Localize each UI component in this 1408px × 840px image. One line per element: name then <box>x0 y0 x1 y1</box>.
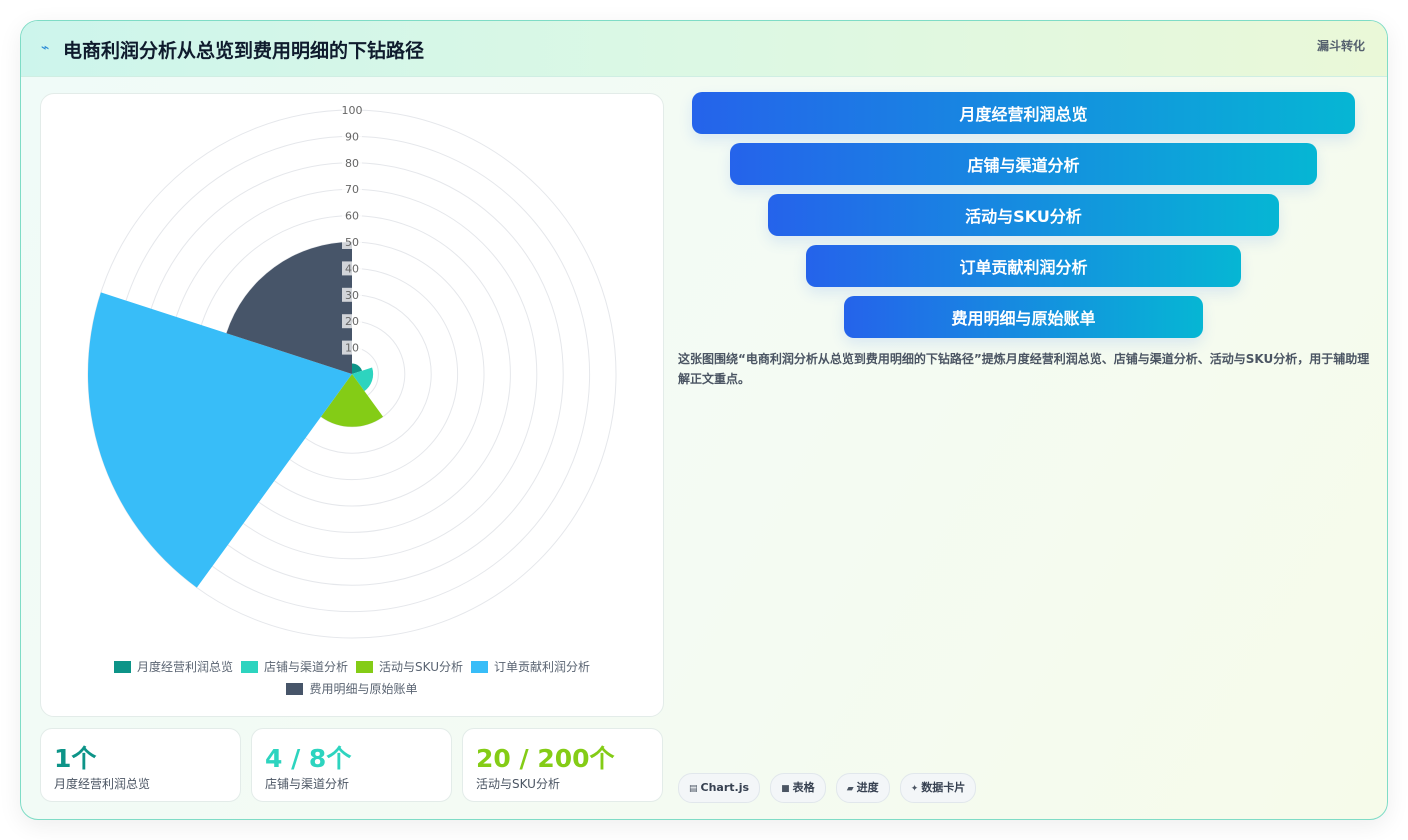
legend-swatch <box>356 661 374 673</box>
legend-label: 费用明细与原始账单 <box>309 682 418 696</box>
tick-label-bg <box>342 261 362 276</box>
stat-value: 20 / 200个 <box>476 744 615 773</box>
legend-item[interactable]: 店铺与渠道分析 <box>241 656 348 678</box>
chart-icon: ▤ <box>689 784 698 794</box>
feature-chips: ▤ Chart.js ■ 表格 ▰ 进度 ✦ 数据卡片 <box>678 773 981 803</box>
tick-label: 50 <box>345 236 359 249</box>
chip-table[interactable]: ■ 表格 <box>770 773 826 803</box>
legend-label: 订单贡献利润分析 <box>493 660 590 674</box>
legend-swatch <box>470 661 488 673</box>
tick-label: 10 <box>345 342 359 355</box>
tick-label-bg <box>342 155 362 170</box>
tick-label-bg <box>342 287 362 302</box>
card-header: ⌁ 电商利润分析从总览到费用明细的下钻路径 漏斗转化 <box>21 21 1387 77</box>
chart-description: 这张图围绕“电商利润分析从总览到费用明细的下钻路径”提炼月度经营利润总览、店铺与… <box>678 352 1370 386</box>
funnel-step-5[interactable]: 费用明细与原始账单 <box>844 296 1203 338</box>
tick-label: 70 <box>345 183 359 196</box>
chart-type-tag: 漏斗转化 <box>1316 39 1365 53</box>
legend-swatch <box>286 683 304 695</box>
stat-card-2: 4 / 8个 店铺与渠道分析 <box>251 728 452 802</box>
chip-progress[interactable]: ▰ 进度 <box>835 773 890 803</box>
table-icon: ■ <box>781 784 790 794</box>
funnel-step-1[interactable]: 月度经营利润总览 <box>692 92 1355 134</box>
tick-label: 80 <box>345 157 359 170</box>
chip-label: 表格 <box>792 781 815 794</box>
funnel-step-2[interactable]: 店铺与渠道分析 <box>730 143 1317 185</box>
tick-label: 90 <box>345 130 359 143</box>
polar-chart-panel: 10 20 30 40 50 60 70 80 90 100 月度经营利润总览 店铺与渠道分析 活动与… <box>40 93 664 717</box>
main-card: ⌁ 电商利润分析从总览到费用明细的下钻路径 漏斗转化 10 20 30 40 50 60 7… <box>20 20 1388 820</box>
polar-area-chart: 10 20 30 40 50 60 70 80 90 100 <box>87 103 617 639</box>
polar-wedge <box>88 292 352 588</box>
legend-item[interactable]: 月度经营利润总览 <box>114 656 233 678</box>
flash-icon: ⌁ <box>41 40 50 56</box>
tick-label-bg <box>342 129 362 144</box>
funnel-step-4[interactable]: 订单贡献利润分析 <box>806 245 1241 287</box>
tick-label-bg <box>342 182 362 197</box>
progress-icon: ▰ <box>846 784 854 794</box>
legend-item[interactable]: 活动与SKU分析 <box>356 656 463 678</box>
polar-wedge <box>352 363 363 374</box>
legend-label: 月度经营利润总览 <box>137 660 234 674</box>
tick-label: 60 <box>345 210 359 223</box>
chip-label: Chart.js <box>700 781 750 794</box>
stat-value: 4 / 8个 <box>265 744 352 773</box>
legend-swatch <box>241 661 259 673</box>
stat-label: 月度经营利润总览 <box>54 777 151 791</box>
page-title: 电商利润分析从总览到费用明细的下钻路径 <box>63 40 425 62</box>
legend-label: 店铺与渠道分析 <box>264 660 349 674</box>
chip-chartjs[interactable]: ▤ Chart.js <box>678 773 761 803</box>
funnel-step-3[interactable]: 活动与SKU分析 <box>768 194 1279 236</box>
stat-card-1: 1个 月度经营利润总览 <box>40 728 241 802</box>
stat-label: 店铺与渠道分析 <box>265 777 350 791</box>
legend-item[interactable]: 订单贡献利润分析 <box>470 656 590 678</box>
tick-label: 20 <box>345 315 359 328</box>
stat-value: 1个 <box>54 744 97 773</box>
chip-data-cards[interactable]: ✦ 数据卡片 <box>899 773 977 803</box>
legend-label: 活动与SKU分析 <box>379 660 463 674</box>
tick-label-bg <box>342 103 362 117</box>
tick-label-bg <box>342 314 362 329</box>
legend-item[interactable]: 费用明细与原始账单 <box>286 678 418 700</box>
chip-label: 进度 <box>856 781 879 794</box>
tick-label-bg <box>342 235 362 249</box>
chart-legend: 月度经营利润总览 店铺与渠道分析 活动与SKU分析 订单贡献利润分析费用明细与原始账单 <box>41 656 663 700</box>
legend-swatch <box>114 661 131 673</box>
tick-label-bg <box>342 208 362 223</box>
polar-wedge <box>320 374 384 427</box>
chip-label: 数据卡片 <box>921 781 966 794</box>
polar-wedge <box>226 242 352 374</box>
tick-label: 100 <box>342 104 363 117</box>
sparkle-icon: ✦ <box>910 784 919 794</box>
stat-label: 活动与SKU分析 <box>476 777 560 791</box>
polar-wedge <box>352 367 374 392</box>
tick-label: 40 <box>345 262 359 275</box>
tick-label: 30 <box>345 289 359 302</box>
stat-card-3: 20 / 200个 活动与SKU分析 <box>462 728 663 802</box>
tick-label-bg <box>342 340 362 355</box>
